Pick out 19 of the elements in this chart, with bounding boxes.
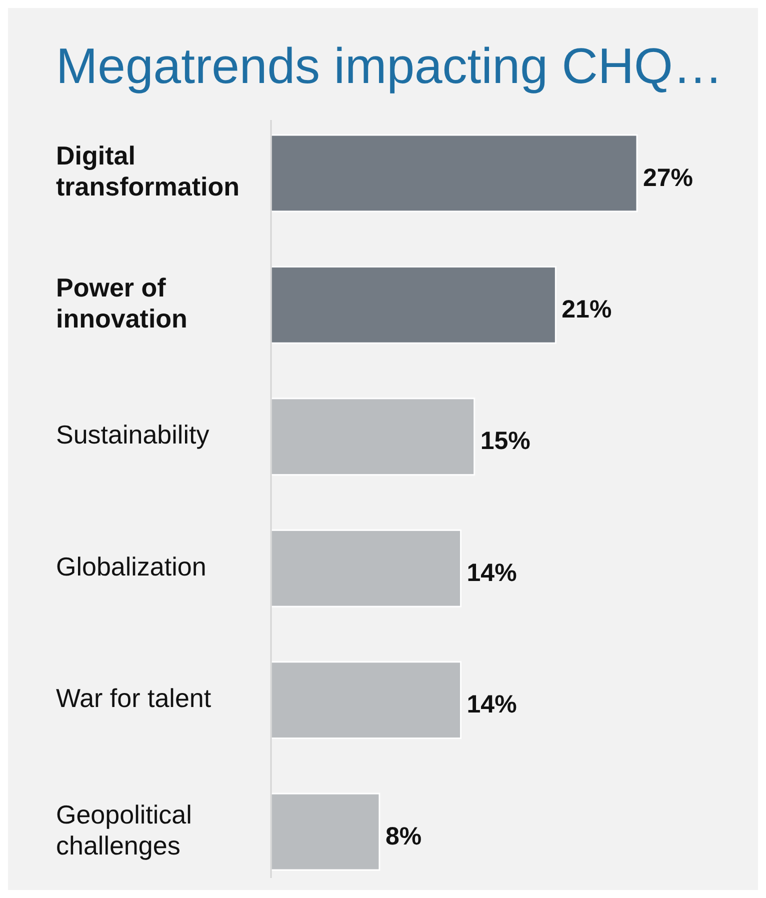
bar (270, 661, 462, 740)
bar (270, 398, 476, 476)
y-tick-label: War for talent (56, 682, 212, 713)
y-tick-label: Digital transformation (56, 140, 240, 202)
y-tick-label: Power of innovation (56, 272, 188, 334)
data-label: 21% (562, 296, 612, 324)
data-label: 14% (466, 690, 517, 719)
data-label: 14% (466, 558, 517, 587)
bar (270, 529, 462, 608)
bar (270, 266, 556, 344)
bar (270, 134, 638, 212)
data-label: 8% (385, 822, 422, 850)
chart-title: Megatrends impacting CHQ… (56, 38, 723, 94)
data-label: 27% (643, 164, 694, 192)
y-tick-label: Sustainability (56, 420, 210, 450)
data-label: 15% (480, 427, 530, 456)
y-tick-label: Globalization (56, 551, 206, 582)
y-tick-label: Geopolitical challenges (56, 799, 192, 860)
bar (270, 792, 380, 871)
